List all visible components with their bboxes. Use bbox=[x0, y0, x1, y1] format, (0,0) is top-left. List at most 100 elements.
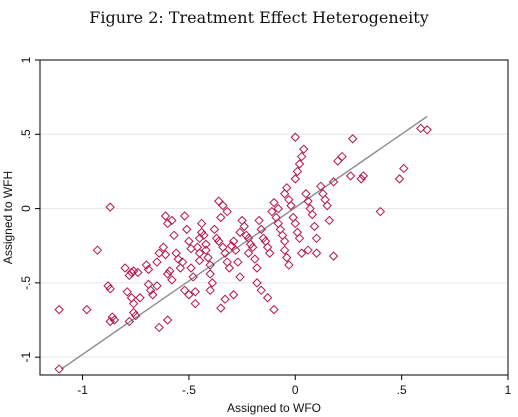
data-point bbox=[290, 218, 300, 229]
data-point bbox=[303, 196, 313, 206]
data-point bbox=[190, 287, 200, 297]
data-point bbox=[179, 285, 190, 296]
data-point bbox=[54, 364, 64, 374]
data-point bbox=[128, 307, 139, 318]
data-point bbox=[273, 203, 283, 214]
data-point bbox=[122, 287, 132, 297]
data-point bbox=[205, 269, 215, 279]
x-axis-ticks: -1 -.5 0 .5 1 bbox=[77, 375, 512, 397]
data-point bbox=[177, 257, 188, 267]
data-point bbox=[203, 252, 213, 263]
data-point bbox=[279, 236, 290, 246]
data-point bbox=[213, 196, 224, 206]
data-point bbox=[228, 290, 239, 300]
data-point bbox=[233, 257, 243, 267]
x-axis-title: Assigned to WFO bbox=[227, 401, 321, 415]
y-tick-label: -.5 bbox=[19, 276, 33, 290]
data-point bbox=[299, 144, 309, 154]
data-point bbox=[309, 221, 320, 232]
data-point bbox=[124, 316, 135, 327]
data-point bbox=[184, 236, 194, 246]
data-point bbox=[105, 284, 115, 294]
x-tick-label: -.5 bbox=[182, 383, 196, 397]
data-point bbox=[239, 221, 249, 232]
data-point bbox=[269, 197, 279, 208]
data-point bbox=[152, 281, 162, 291]
x-tick-label: -1 bbox=[77, 383, 88, 397]
data-point bbox=[279, 245, 290, 255]
data-point bbox=[292, 166, 303, 177]
data-point bbox=[128, 298, 139, 309]
data-point bbox=[92, 245, 103, 255]
data-point bbox=[394, 174, 405, 184]
y-tick-label: -1 bbox=[19, 352, 33, 363]
data-point bbox=[282, 252, 292, 263]
data-point bbox=[265, 248, 275, 258]
data-point bbox=[120, 263, 130, 273]
data-point bbox=[186, 263, 196, 273]
data-point bbox=[213, 236, 224, 246]
data-point bbox=[182, 224, 192, 235]
data-point bbox=[220, 248, 230, 258]
data-point bbox=[205, 285, 215, 296]
data-point bbox=[220, 294, 230, 304]
data-point bbox=[167, 215, 177, 226]
data-point bbox=[124, 270, 135, 281]
data-point bbox=[186, 243, 196, 254]
data-point bbox=[241, 230, 252, 241]
data-point bbox=[201, 239, 211, 249]
data-point bbox=[262, 293, 273, 303]
data-point bbox=[133, 267, 143, 278]
data-point bbox=[296, 248, 307, 258]
data-point bbox=[286, 200, 296, 211]
x-tick-label: 0 bbox=[292, 383, 299, 397]
data-point bbox=[145, 285, 156, 296]
data-point bbox=[167, 275, 177, 285]
data-point bbox=[222, 206, 232, 217]
fit-line bbox=[60, 115, 428, 370]
data-point bbox=[194, 255, 205, 266]
data-point bbox=[256, 285, 266, 296]
data-point bbox=[141, 260, 152, 270]
figure-title: Figure 2: Treatment Effect Heterogeneity bbox=[89, 8, 429, 27]
data-point bbox=[184, 290, 194, 300]
data-point bbox=[256, 224, 266, 235]
data-point bbox=[103, 281, 113, 291]
data-point bbox=[375, 206, 386, 217]
data-point bbox=[269, 304, 279, 315]
data-point bbox=[169, 230, 179, 241]
data-point bbox=[173, 254, 183, 264]
data-point bbox=[252, 263, 262, 273]
data-point bbox=[301, 189, 311, 199]
y-axis-title: Assigned to WFH bbox=[1, 171, 15, 264]
data-point bbox=[188, 272, 198, 282]
data-point bbox=[199, 230, 209, 241]
data-point bbox=[162, 315, 173, 325]
y-tick-label: 1 bbox=[19, 56, 33, 63]
data-point bbox=[194, 248, 205, 258]
data-point bbox=[211, 233, 222, 244]
data-point bbox=[126, 267, 137, 278]
data-point bbox=[201, 245, 211, 255]
data-point bbox=[107, 312, 118, 322]
data-point bbox=[196, 218, 207, 229]
data-point bbox=[328, 177, 339, 187]
data-point bbox=[422, 125, 432, 135]
data-point bbox=[148, 290, 158, 300]
data-point bbox=[254, 215, 264, 226]
data-point bbox=[218, 200, 228, 211]
data-point bbox=[290, 132, 300, 142]
data-point bbox=[252, 278, 262, 288]
data-point bbox=[235, 272, 245, 282]
data-point bbox=[216, 212, 226, 223]
data-point bbox=[333, 156, 343, 166]
data-point bbox=[358, 171, 369, 181]
data-point bbox=[348, 134, 358, 144]
data-point bbox=[131, 310, 141, 321]
data-point bbox=[165, 266, 175, 276]
data-point bbox=[160, 249, 171, 260]
data-point bbox=[224, 263, 235, 273]
data-point bbox=[290, 174, 300, 184]
data-point bbox=[324, 215, 335, 226]
